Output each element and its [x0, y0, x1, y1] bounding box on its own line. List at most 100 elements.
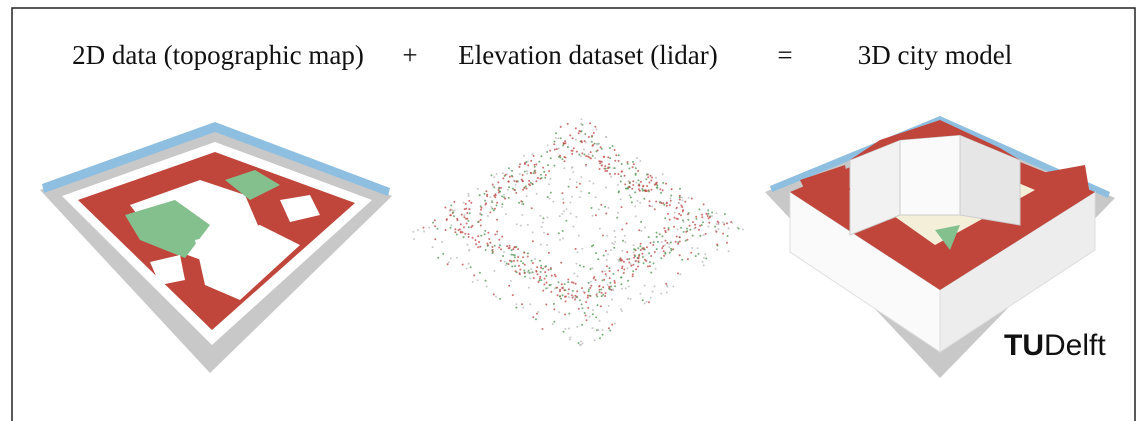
lidar-point	[532, 240, 534, 242]
lidar-point	[576, 181, 578, 183]
lidar-point	[612, 273, 614, 275]
lidar-point	[717, 221, 719, 223]
lidar-point	[522, 256, 524, 258]
lidar-point	[595, 252, 597, 254]
lidar-point	[491, 201, 493, 203]
lidar-point	[501, 236, 503, 238]
lidar-point	[573, 273, 575, 275]
lidar-point	[607, 207, 609, 209]
lidar-point	[614, 149, 616, 151]
lidar-point	[472, 237, 474, 239]
lidar-point	[582, 342, 584, 344]
lidar-point	[590, 151, 592, 153]
lidar-point	[527, 256, 529, 258]
lidar-point	[449, 214, 451, 216]
lidar-point	[522, 174, 524, 176]
lidar-point	[659, 188, 661, 190]
lidar-point	[569, 339, 571, 341]
lidar-point	[519, 272, 521, 274]
lidar-point	[500, 187, 502, 189]
lidar-point	[649, 200, 651, 202]
lidar-point	[527, 224, 529, 226]
lidar-point	[587, 297, 589, 299]
lidar-point	[501, 203, 503, 205]
lidar-point	[456, 234, 458, 236]
lidar-point	[705, 233, 707, 235]
lidar-point	[684, 201, 686, 203]
lidar-point	[519, 173, 521, 175]
lidar-point	[584, 312, 586, 314]
lidar-point	[644, 302, 646, 304]
lidar-point	[487, 245, 489, 247]
lidar-point	[576, 186, 578, 188]
lidar-point	[578, 342, 580, 344]
lidar-point	[602, 334, 604, 336]
lidar-point	[609, 270, 611, 272]
lidar-point	[669, 204, 671, 206]
lidar-point	[621, 267, 623, 269]
lidar-point	[608, 305, 610, 307]
lidar-point	[592, 313, 594, 315]
lidar-point	[640, 181, 642, 183]
lidar-point	[623, 269, 625, 271]
lidar-point	[517, 256, 519, 258]
lidar-point	[539, 260, 541, 262]
lidar-point	[485, 280, 487, 282]
lidar-point	[634, 249, 636, 251]
lidar-point	[697, 247, 699, 249]
lidar-point	[548, 170, 550, 172]
lidar-point	[627, 298, 629, 300]
lidar-point	[635, 268, 637, 270]
lidar-point	[450, 209, 452, 211]
lidar-point	[413, 238, 415, 240]
lidar-point	[629, 182, 631, 184]
lidar-point	[601, 271, 603, 273]
lidar-point	[575, 127, 577, 129]
lidar-point	[621, 206, 623, 208]
lidar-point	[461, 214, 463, 216]
lidar-point	[627, 188, 629, 190]
lidar-point	[592, 327, 594, 329]
lidar-point	[673, 226, 675, 228]
lidar-point	[701, 214, 703, 216]
lidar-point	[624, 175, 626, 177]
lidar-point	[677, 228, 679, 230]
lidar-point	[530, 160, 532, 162]
lidar-point	[678, 202, 680, 204]
lidar-point	[603, 156, 605, 158]
lidar-point	[508, 181, 510, 183]
lidar-point	[517, 248, 519, 250]
lidar-point	[561, 283, 563, 285]
lidar-point	[434, 225, 436, 227]
lidar-point	[662, 245, 664, 247]
lidar-point	[606, 259, 608, 261]
lidar-point	[648, 190, 650, 192]
lidar-point	[492, 185, 494, 187]
lidar-point	[594, 143, 596, 145]
lidar-point	[549, 198, 551, 200]
lidar-point	[692, 221, 694, 223]
lidar-point	[579, 196, 581, 198]
lidar-point	[508, 285, 510, 287]
lidar-point	[654, 251, 656, 253]
lidar-point	[545, 174, 547, 176]
lidar-point	[644, 285, 646, 287]
lidar-point	[423, 227, 425, 229]
lidar-point	[670, 241, 672, 243]
lidar-point	[711, 215, 713, 217]
lidar-point	[572, 290, 574, 292]
lidar-point	[669, 252, 671, 254]
lidar-point	[656, 248, 658, 250]
lidar-point	[670, 248, 672, 250]
lidar-point	[683, 221, 685, 223]
lidar-point	[618, 260, 620, 262]
lidar-point	[599, 291, 601, 293]
lidar-point	[614, 241, 616, 243]
lidar-point	[572, 226, 574, 228]
lidar-point	[703, 234, 705, 236]
lidar-point	[601, 148, 603, 150]
lidar-point	[579, 265, 581, 267]
lidar-point	[517, 260, 519, 262]
lidar-point	[584, 140, 586, 142]
lidar-point	[738, 228, 740, 230]
